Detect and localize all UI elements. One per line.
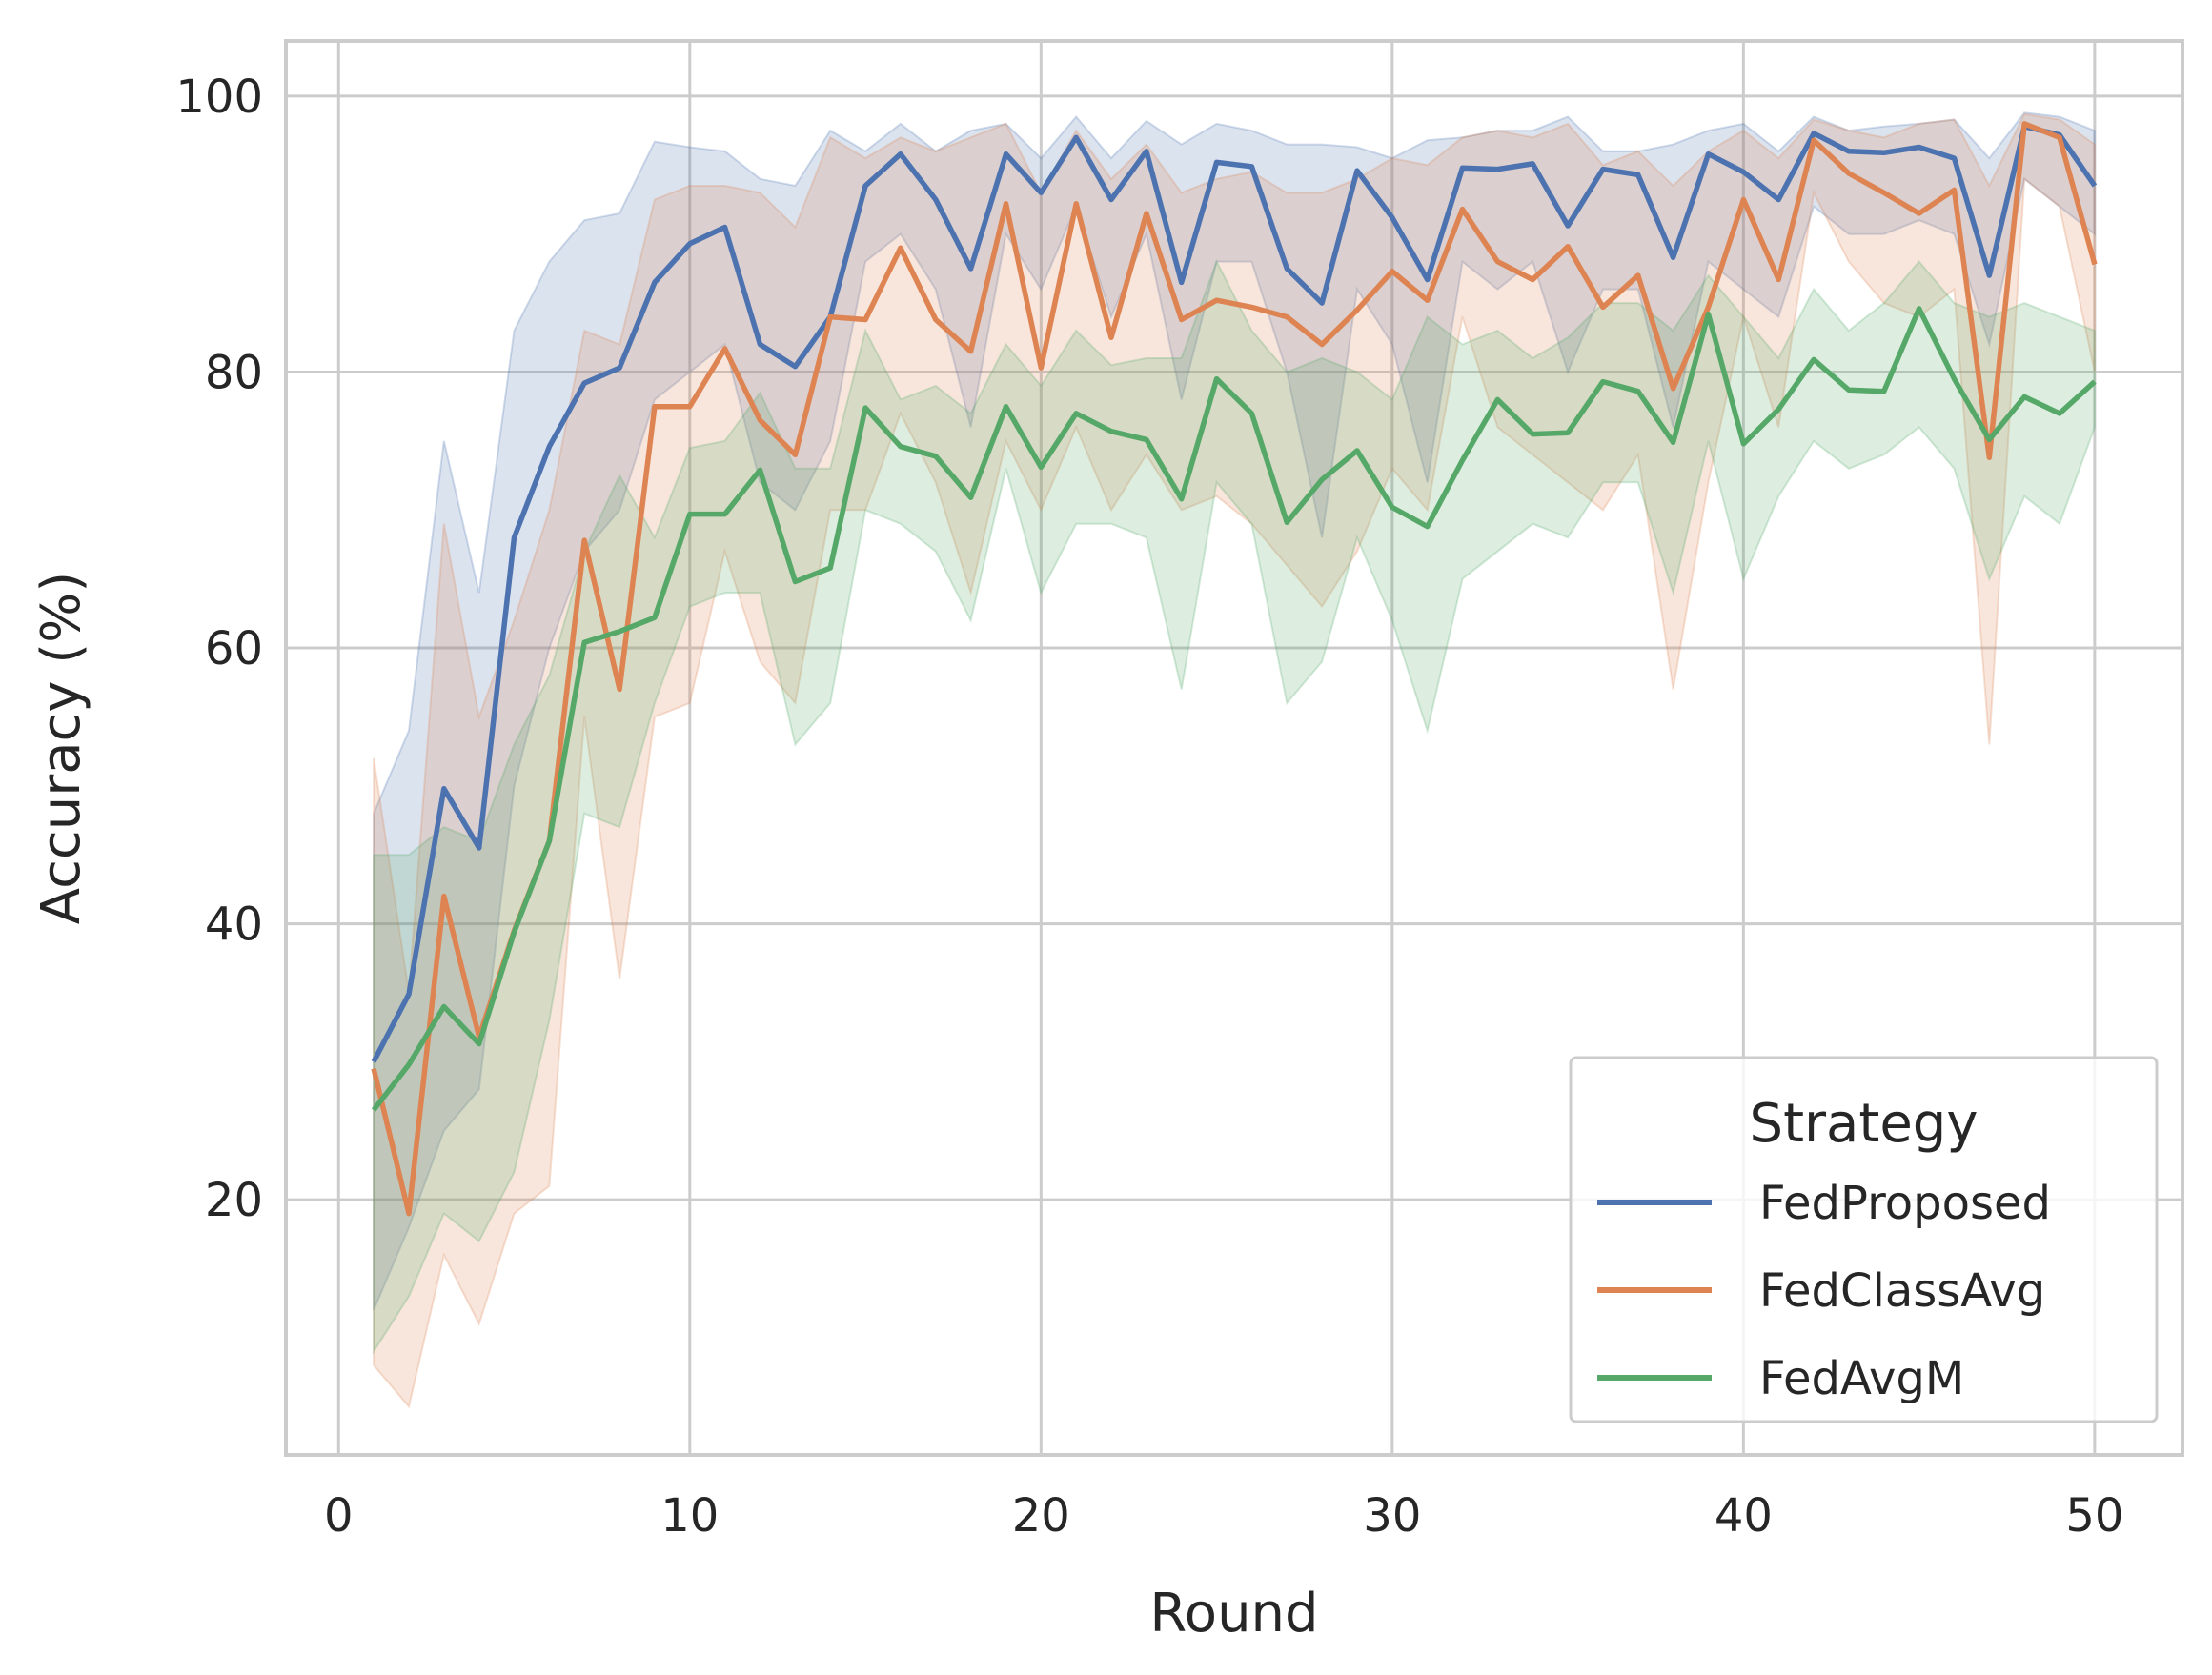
- y-axis-label: Accuracy (%): [30, 572, 92, 924]
- grid: [286, 41, 2182, 1455]
- fedclassavg-line: [371, 121, 2098, 1217]
- x-axis-label: Round: [1149, 1583, 1318, 1645]
- x-tick-label: 40: [1715, 1489, 1773, 1543]
- x-axis-ticks: 0 10 20 30 40 50: [324, 1489, 2123, 1543]
- y-tick-label: 20: [205, 1174, 263, 1227]
- fedavgm-line: [371, 306, 2097, 1112]
- x-tick-label: 30: [1363, 1489, 1421, 1543]
- legend-title: Strategy: [1750, 1093, 1979, 1155]
- y-axis-ticks: 20 40 60 80 100: [175, 71, 263, 1227]
- series-lines: [371, 121, 2098, 1217]
- y-tick-label: 40: [205, 898, 263, 952]
- fedproposed-legend-label: FedProposed: [1759, 1177, 2051, 1230]
- y-tick-label: 100: [175, 71, 263, 124]
- fedavgm-legend-label: FedAvgM: [1759, 1352, 1964, 1405]
- x-tick-label: 0: [324, 1489, 354, 1543]
- fedproposed-line: [371, 124, 2098, 1063]
- x-tick-label: 10: [660, 1489, 719, 1543]
- plot-frame: [284, 39, 2184, 1457]
- legend-items: FedProposed FedClassAvg FedAvgM: [1597, 1177, 2051, 1405]
- y-tick-label: 60: [205, 622, 263, 676]
- y-tick-label: 80: [205, 346, 263, 399]
- x-tick-label: 20: [1012, 1489, 1070, 1543]
- fedclassavg-band: [373, 112, 2096, 1409]
- x-tick-label: 50: [2065, 1489, 2123, 1543]
- fedavgm-band: [373, 259, 2096, 1355]
- legend-box: [1569, 1056, 2159, 1423]
- fedclassavg-legend-label: FedClassAvg: [1759, 1264, 2045, 1318]
- legend: Strategy FedProposed FedClassAvg FedAvgM: [1569, 1056, 2159, 1423]
